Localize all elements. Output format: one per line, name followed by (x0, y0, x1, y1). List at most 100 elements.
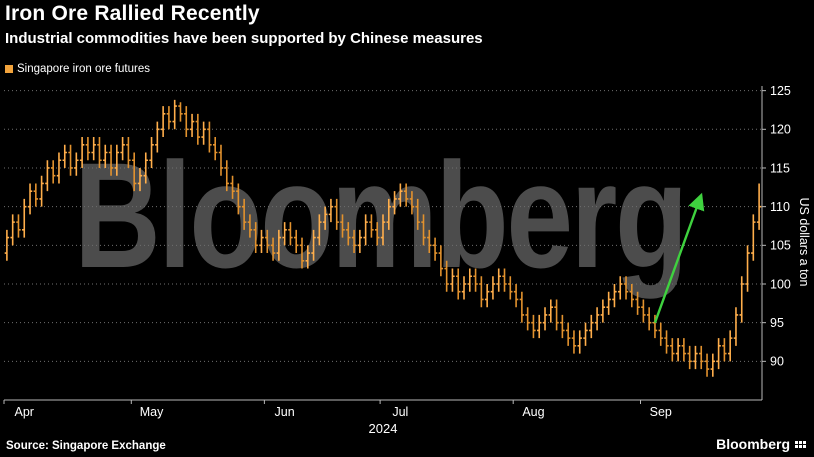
ohlc-bar (710, 353, 716, 377)
ohlc-bar (322, 206, 328, 230)
ohlc-bar (236, 183, 241, 215)
source-text: Source: Singapore Exchange (6, 440, 166, 452)
ohlc-bar (74, 152, 79, 176)
ohlc-bar (519, 291, 525, 323)
ohlc-bar (288, 222, 293, 246)
svg-text:100: 100 (770, 277, 791, 291)
bloomberg-logo: Bloomberg (716, 436, 806, 452)
ohlc-bar (537, 314, 542, 339)
ohlc-bar (560, 314, 565, 339)
ohlc-bar (403, 183, 409, 207)
ohlc-bar (103, 144, 108, 168)
ohlc-bar (589, 314, 594, 339)
ohlc-bar (184, 106, 189, 138)
svg-text:Aug: Aug (522, 405, 544, 419)
svg-text:90: 90 (770, 355, 784, 369)
ohlc-bar (45, 160, 50, 192)
svg-text:Apr: Apr (15, 405, 34, 419)
ohlc-bar (149, 137, 154, 168)
rally-arrow-annotation (653, 192, 705, 324)
ohlc-bar (606, 291, 611, 315)
svg-text:Jun: Jun (275, 405, 295, 419)
ohlc-bar (294, 229, 299, 254)
ohlc-bar (178, 102, 183, 122)
ohlc-bar (369, 214, 374, 238)
ohlc-bar (409, 191, 415, 215)
ohlc-bar (380, 214, 386, 246)
ohlc-bar (415, 198, 420, 230)
ohlc-bar (247, 214, 253, 238)
ohlc-bar (126, 137, 131, 168)
ohlc-bar (629, 283, 635, 308)
ohlc-bar (565, 322, 571, 346)
ohlc-bar (97, 137, 102, 168)
ohlc-bar (456, 268, 461, 300)
ohlc-bar (473, 268, 478, 292)
ohlc-bar (56, 152, 62, 184)
ohlc-bar (218, 144, 224, 176)
ohlc-bar (739, 276, 744, 323)
svg-text:125: 125 (770, 84, 791, 98)
bloomberg-watermark: Bloomberg (74, 131, 688, 299)
ohlc-bar (722, 338, 727, 362)
ohlc-bar (317, 214, 322, 246)
ohlc-bar (635, 291, 640, 315)
ohlc-bar (160, 106, 166, 138)
ohlc-bar (733, 307, 739, 346)
ohlc-bar (16, 214, 21, 238)
ohlc-bar (189, 113, 195, 138)
ohlc-bar (421, 214, 426, 246)
ohlc-bar (10, 214, 15, 246)
chart-header: Iron Ore Rallied Recently Industrial com… (5, 2, 483, 47)
ohlc-bar (166, 106, 172, 130)
ohlc-bar (496, 268, 501, 292)
ohlc-bar (751, 214, 756, 261)
ohlc-bar (612, 283, 617, 308)
ohlc-bar (508, 276, 513, 300)
ohlc-bar (195, 113, 201, 145)
svg-text:95: 95 (770, 316, 784, 330)
ohlc-bar (670, 338, 675, 362)
ohlc-bar (351, 229, 357, 254)
ohlc-bar (27, 183, 33, 215)
ohlc-bar (600, 299, 606, 323)
y-axis-title: US dollars a ton (797, 198, 811, 287)
ohlc-bar (172, 99, 177, 130)
ohlc-bar (120, 137, 125, 161)
svg-text:Sep: Sep (650, 405, 672, 419)
ohlc-bar (334, 198, 339, 230)
ohlc-bar (91, 137, 96, 161)
ohlc-bar (675, 338, 681, 362)
ohlc-bar (699, 345, 704, 370)
bloomberg-terminal-icon (795, 440, 806, 448)
ohlc-bar (375, 222, 380, 246)
ohlc-bar (438, 245, 444, 277)
ohlc-bar (340, 214, 345, 238)
ohlc-bar (594, 307, 600, 331)
ohlc-bar (328, 198, 334, 223)
ohlc-bar (716, 338, 721, 370)
ohlc-bar (542, 307, 548, 331)
ohlc-bar (571, 330, 577, 354)
ohlc-bars (4, 99, 762, 377)
svg-text:Jul: Jul (392, 405, 408, 419)
ohlc-bar (79, 137, 85, 168)
ohlc-bar (554, 299, 559, 331)
svg-text:110: 110 (770, 200, 790, 214)
year-label: 2024 (369, 421, 398, 436)
ohlc-bar (282, 222, 287, 246)
svg-text:120: 120 (770, 123, 791, 137)
ohlc-bar (201, 121, 206, 145)
ohlc-bar (502, 268, 507, 292)
ohlc-bar (131, 152, 137, 192)
ohlc-bar (39, 175, 44, 207)
ohlc-bar (392, 191, 397, 215)
ohlc-bar (583, 322, 588, 346)
ohlc-bar (114, 144, 120, 176)
ohlc-bar (704, 353, 710, 377)
svg-text:May: May (140, 405, 164, 419)
ohlc-bar (756, 183, 762, 230)
axes (4, 86, 763, 401)
legend-label: Singapore iron ore futures (17, 63, 150, 75)
ohlc-bar (22, 198, 27, 238)
